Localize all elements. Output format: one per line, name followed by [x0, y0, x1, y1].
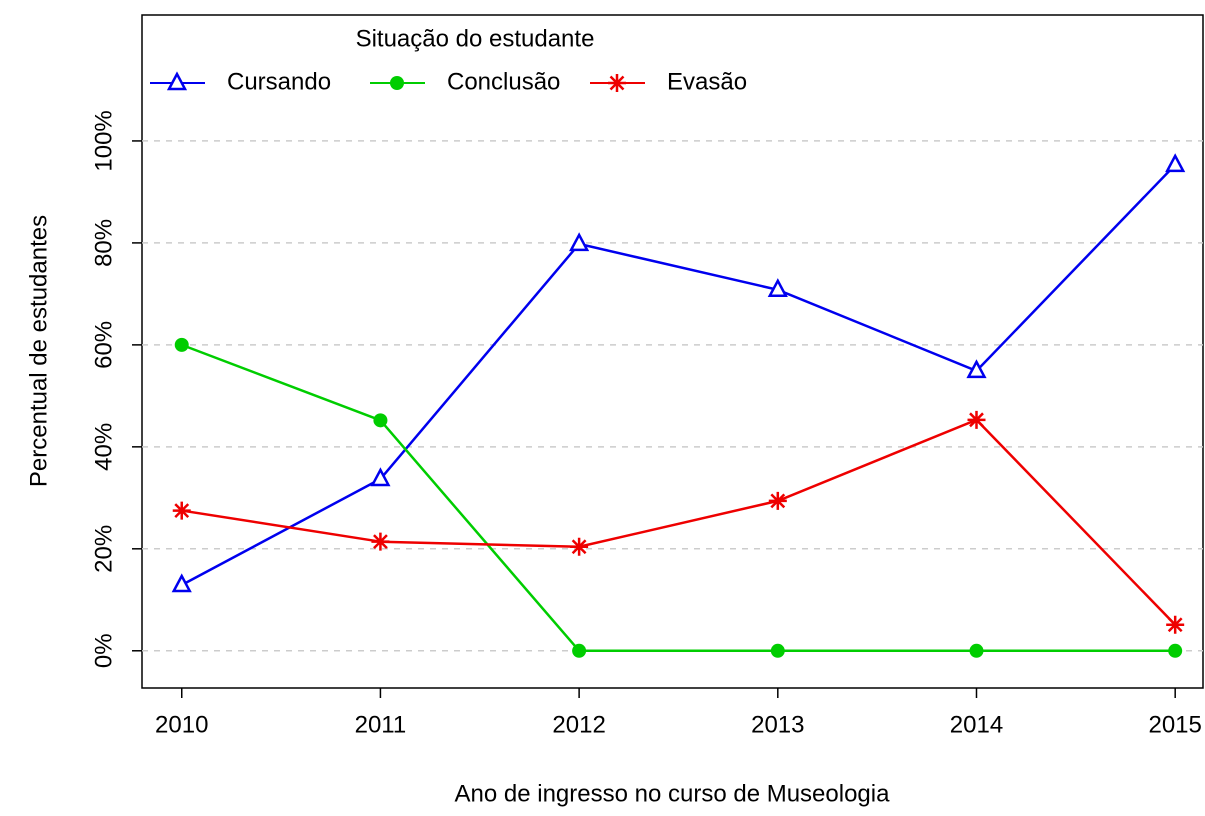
y-tick-label: 40%	[90, 423, 117, 471]
y-tick-label: 80%	[90, 219, 117, 267]
marker	[608, 74, 626, 92]
x-tick-label: 2014	[950, 711, 1003, 738]
marker	[370, 467, 391, 487]
y-tick-label: 100%	[90, 110, 117, 171]
marker	[171, 573, 192, 593]
marker	[570, 537, 589, 556]
marker	[767, 278, 788, 298]
marker	[174, 337, 189, 352]
marker	[569, 232, 590, 252]
y-tick-label: 60%	[90, 321, 117, 369]
x-tick-label: 2013	[751, 711, 804, 738]
x-tick-label: 2015	[1148, 711, 1201, 738]
marker	[770, 643, 785, 658]
marker	[1166, 615, 1185, 634]
x-axis-title: Ano de ingresso no curso de Museologia	[455, 780, 891, 807]
marker	[390, 76, 404, 90]
x-tick-label: 2011	[355, 711, 407, 738]
series-line	[181, 164, 1177, 587]
marker	[969, 643, 984, 658]
marker	[966, 359, 987, 379]
marker	[373, 413, 388, 428]
y-tick-label: 20%	[90, 525, 117, 573]
legend-label: Cursando	[227, 68, 331, 95]
y-tick-label: 0%	[90, 633, 117, 668]
marker	[166, 71, 188, 91]
marker	[768, 491, 787, 510]
legend-title: Situação do estudante	[356, 25, 595, 52]
y-axis-title: Percentual de estudantes	[25, 215, 52, 487]
marker	[1168, 643, 1183, 658]
legend-label: Evasão	[667, 68, 747, 95]
marker	[572, 643, 587, 658]
marker	[967, 410, 986, 429]
marker	[172, 501, 191, 520]
x-tick-label: 2012	[552, 711, 605, 738]
marker	[1165, 153, 1186, 173]
marker	[371, 532, 390, 551]
series-line	[181, 418, 1177, 626]
legend-label: Conclusão	[447, 68, 560, 95]
plot-box	[141, 14, 1204, 689]
x-tick-label: 2010	[155, 711, 208, 738]
series-line	[181, 343, 1176, 653]
